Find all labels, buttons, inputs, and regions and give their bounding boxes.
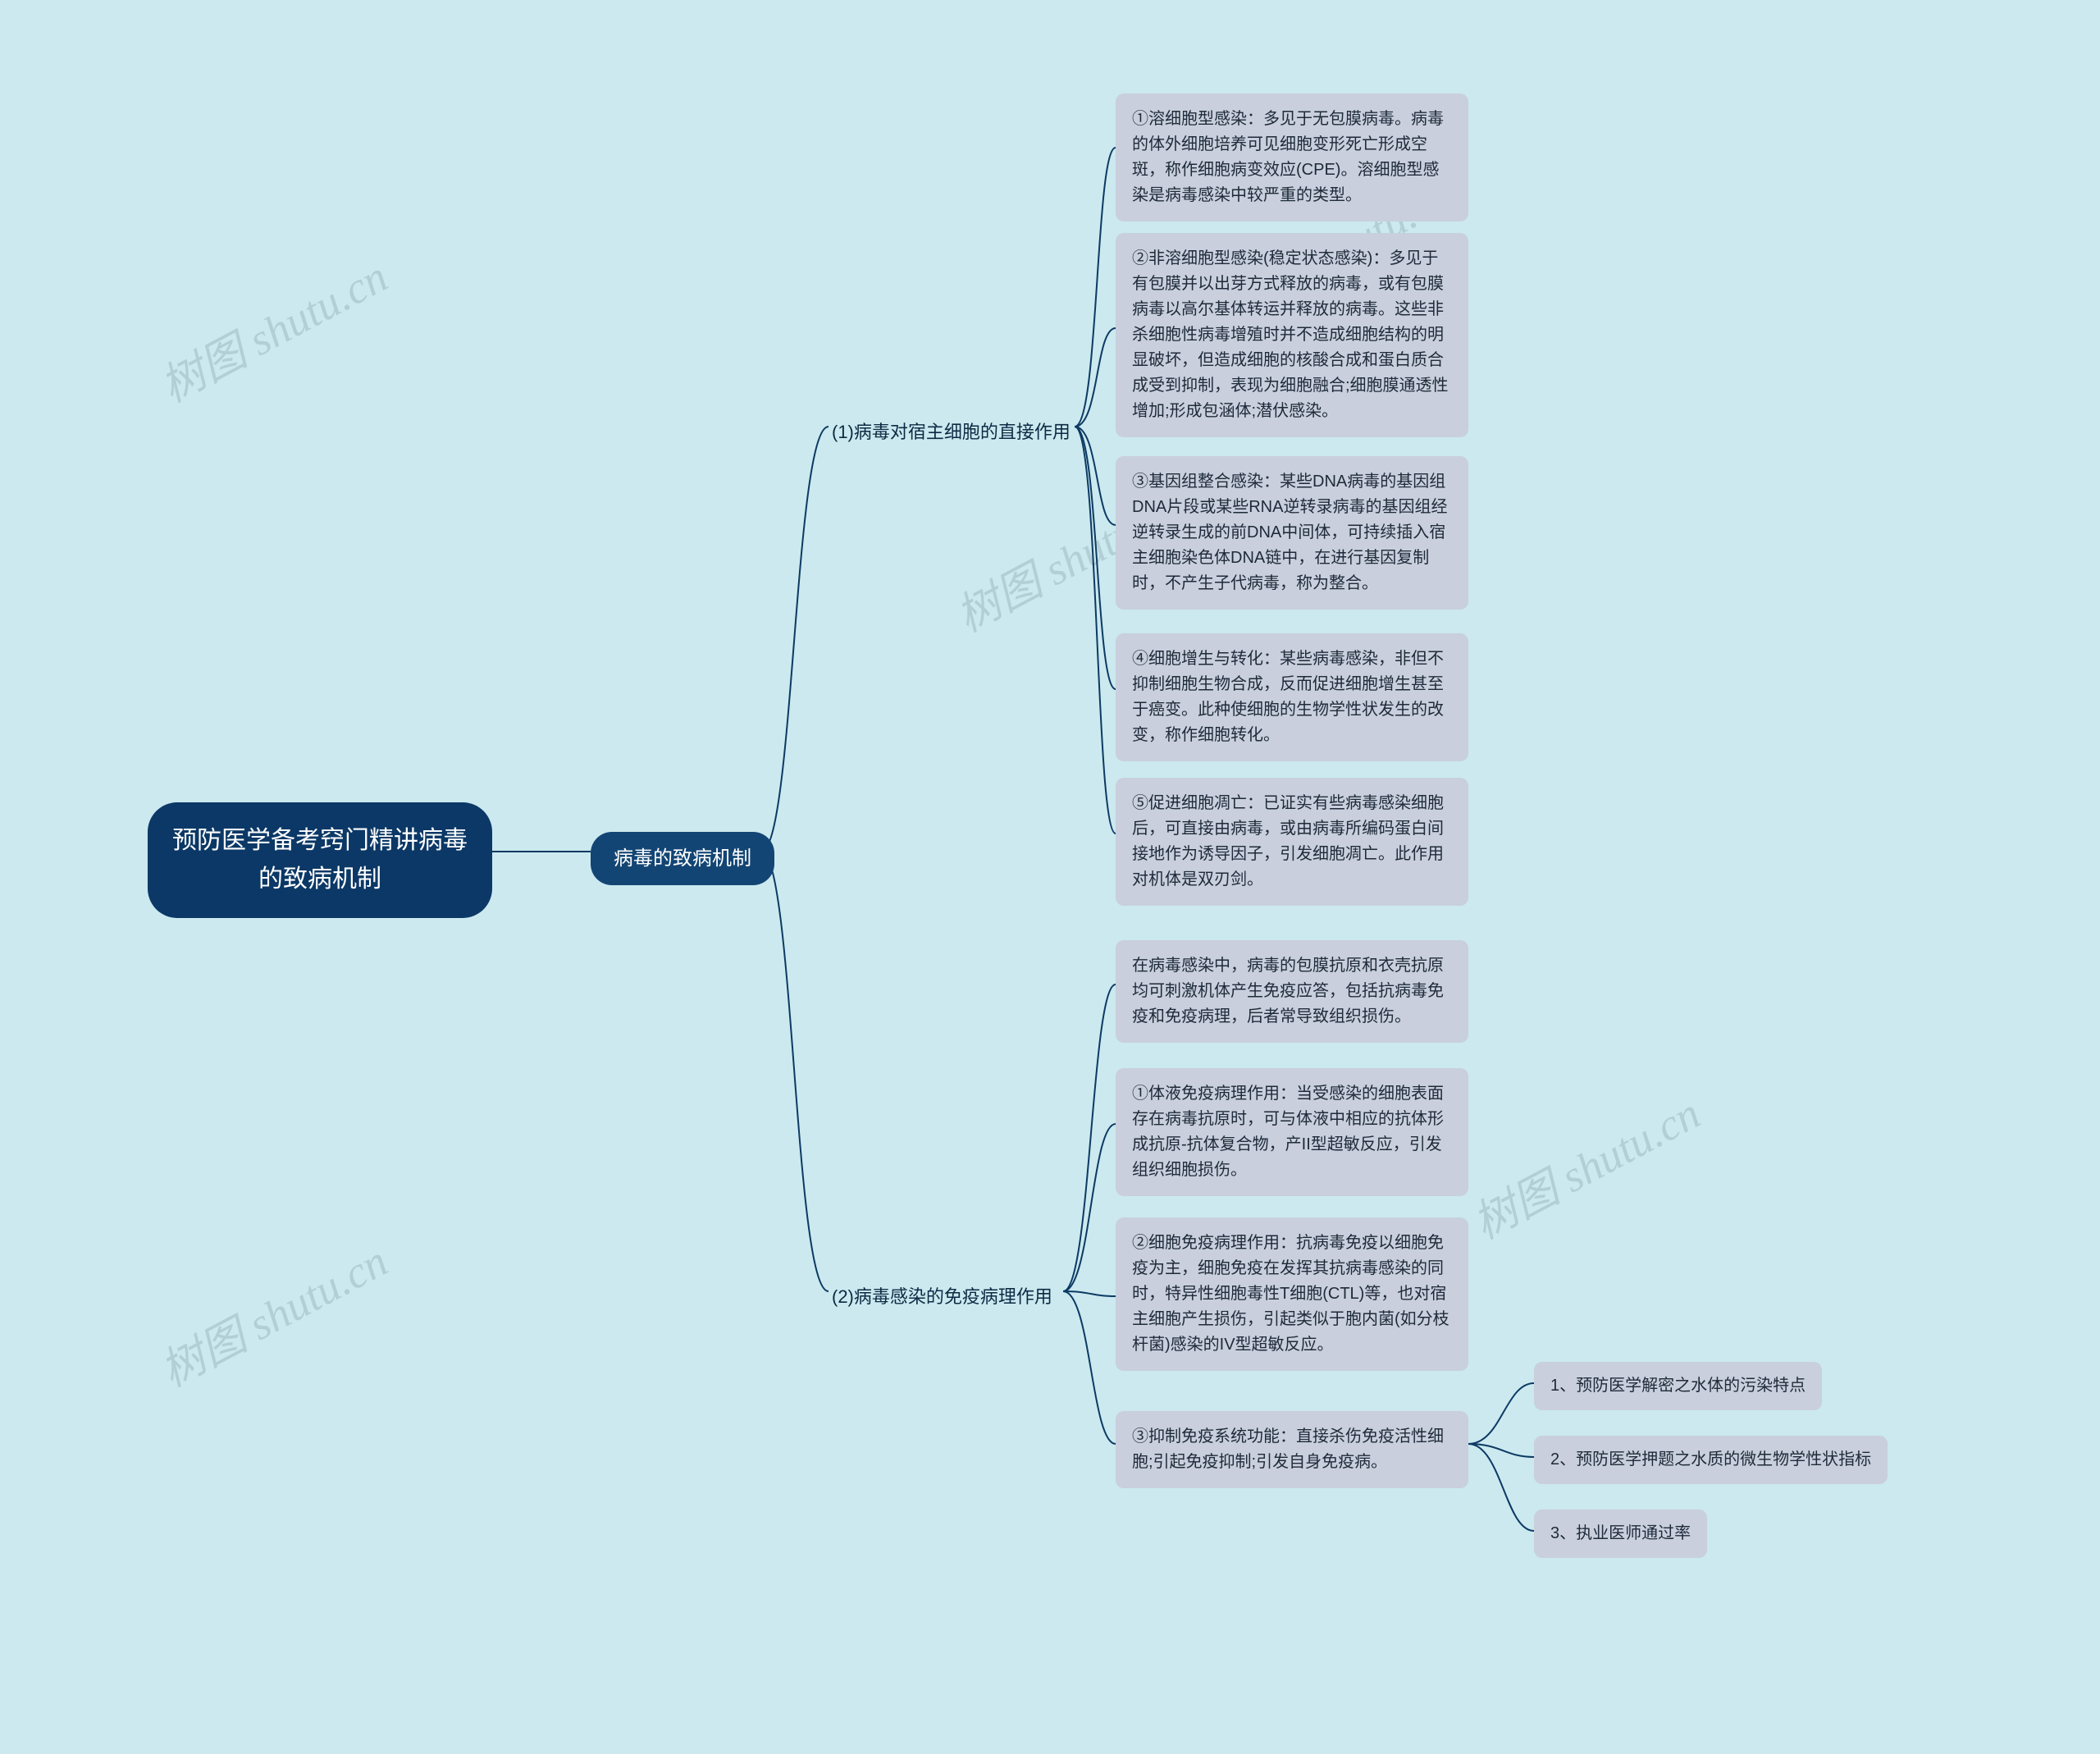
watermark: 树图 shutu.cn bbox=[147, 240, 397, 414]
level1-node-mechanism[interactable]: 病毒的致病机制 bbox=[591, 832, 774, 885]
leaf-node[interactable]: 在病毒感染中，病毒的包膜抗原和衣壳抗原均可刺激机体产生免疫应答，包括抗病毒免疫和… bbox=[1116, 940, 1468, 1043]
watermark: 树图 shutu.cn bbox=[147, 1225, 397, 1399]
subleaf-node[interactable]: 3、执业医师通过率 bbox=[1534, 1510, 1707, 1558]
leaf-node[interactable]: ②非溶细胞型感染(稳定状态感染)：多见于有包膜并以出芽方式释放的病毒，或有包膜病… bbox=[1116, 233, 1468, 437]
leaf-node[interactable]: ④细胞增生与转化：某些病毒感染，非但不抑制细胞生物合成，反而促进细胞增生甚至于癌… bbox=[1116, 633, 1468, 761]
root-node[interactable]: 预防医学备考窍门精讲病毒的致病机制 bbox=[148, 802, 492, 918]
branch-node-direct-effect[interactable]: (1)病毒对宿主细胞的直接作用 bbox=[829, 413, 1074, 451]
leaf-node[interactable]: ②细胞免疫病理作用：抗病毒免疫以细胞免疫为主，细胞免疫在发挥其抗病毒感染的同时，… bbox=[1116, 1217, 1468, 1371]
leaf-node[interactable]: ①溶细胞型感染：多见于无包膜病毒。病毒的体外细胞培养可见细胞变形死亡形成空斑，称… bbox=[1116, 94, 1468, 222]
leaf-node[interactable]: ③基因组整合感染：某些DNA病毒的基因组DNA片段或某些RNA逆转录病毒的基因组… bbox=[1116, 456, 1468, 610]
branch-node-immune-pathology[interactable]: (2)病毒感染的免疫病理作用 bbox=[829, 1278, 1056, 1316]
leaf-node[interactable]: ⑤促进细胞凋亡：已证实有些病毒感染细胞后，可直接由病毒，或由病毒所编码蛋白间接地… bbox=[1116, 778, 1468, 906]
subleaf-node[interactable]: 1、预防医学解密之水体的污染特点 bbox=[1534, 1362, 1822, 1410]
watermark: 树图 shutu.cn bbox=[1459, 1077, 1710, 1251]
subleaf-node[interactable]: 2、预防医学押题之水质的微生物学性状指标 bbox=[1534, 1436, 1888, 1484]
leaf-node[interactable]: ③抑制免疫系统功能：直接杀伤免疫活性细胞;引起免疫抑制;引发自身免疫病。 bbox=[1116, 1411, 1468, 1488]
leaf-node[interactable]: ①体液免疫病理作用：当受感染的细胞表面存在病毒抗原时，可与体液中相应的抗体形成抗… bbox=[1116, 1068, 1468, 1196]
